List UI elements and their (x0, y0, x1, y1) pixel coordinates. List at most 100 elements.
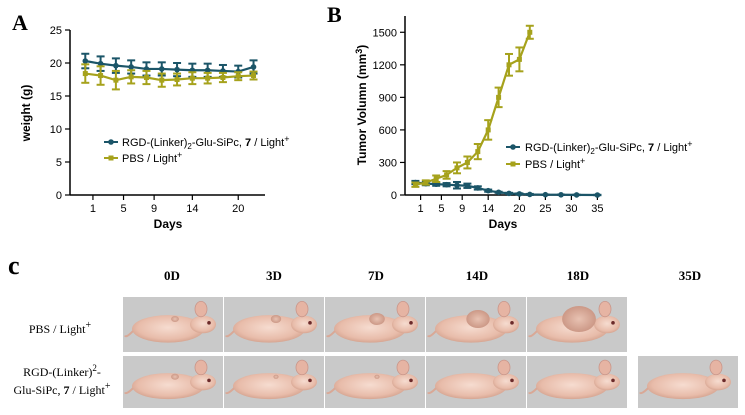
mouse-tail (326, 330, 336, 338)
data-point (82, 58, 89, 64)
mouse-ear (194, 300, 208, 318)
series-line-pbs (85, 72, 254, 82)
tumor (273, 374, 279, 379)
mouse-photo (123, 297, 223, 352)
data-point (506, 62, 512, 68)
mouse-eye (308, 321, 312, 325)
x-tick-label: 9 (151, 203, 157, 215)
data-point (527, 191, 533, 198)
data-point (128, 74, 134, 80)
mouse-body (233, 315, 305, 343)
data-point (475, 185, 481, 191)
y-tick-label: 300 (379, 157, 397, 169)
data-point (423, 180, 429, 186)
data-point (143, 75, 149, 81)
mouse-head (493, 373, 519, 391)
data-point (412, 182, 418, 188)
x-tick-label: 14 (482, 203, 494, 215)
data-point (97, 60, 104, 67)
data-point (496, 94, 502, 100)
data-point (573, 192, 580, 198)
data-point (174, 77, 180, 82)
mouse-tail (639, 387, 649, 395)
y-tick-label: 20 (50, 58, 62, 70)
tumor (171, 316, 179, 322)
series-line-rgd (85, 59, 254, 73)
legend-b-rgd-marker (510, 144, 516, 150)
mouse-photo (426, 356, 526, 408)
mouse-body (132, 373, 204, 400)
mouse-photo (426, 297, 526, 352)
day-header-14d: 14D (466, 268, 488, 283)
mouse-photos (123, 297, 738, 408)
mouse-ear (598, 359, 612, 376)
mouse-head (291, 373, 317, 391)
mouse-photo (123, 356, 223, 408)
mouse-ear (295, 300, 309, 318)
data-point (189, 75, 195, 81)
legend-b-rgd-label: RGD-(Linker)2-Glu-SiPc, 7 / Light+ (525, 139, 692, 156)
mouse-head (190, 315, 216, 334)
tumor (171, 373, 179, 380)
data-point (204, 67, 211, 74)
data-point (542, 191, 549, 198)
data-point (251, 73, 257, 79)
x-tick-label: 30 (565, 203, 577, 215)
mouse-ear (396, 300, 410, 318)
mouse-tail (225, 330, 235, 338)
mouse-head (594, 315, 620, 334)
data-point (485, 127, 491, 133)
weight-x-label: Days (154, 217, 183, 231)
data-point (558, 191, 564, 198)
tumor-x-label: Days (489, 217, 518, 231)
mouse-head (705, 373, 731, 391)
data-point (594, 192, 601, 198)
data-point (516, 191, 523, 197)
data-point (454, 165, 460, 171)
legend-pbs-label: PBS / Light+ (122, 150, 182, 165)
data-point (98, 73, 104, 79)
mouse-photo (325, 297, 425, 352)
mouse-ear (396, 359, 410, 376)
y-tick-label: 1200 (373, 60, 397, 72)
weight-x-ticks: 1 5 9 14 20 (90, 195, 244, 215)
series-pbs (81, 63, 258, 91)
y-tick-label: 15 (50, 91, 62, 103)
data-point (454, 182, 460, 189)
mouse-tail (528, 387, 538, 395)
row-label-pbs: PBS / Light+ (29, 320, 92, 336)
weight-y-ticks: 0 5 10 15 20 25 (50, 25, 70, 202)
mouse-body (435, 373, 507, 400)
data-point (506, 190, 512, 197)
mouse-tail (225, 387, 235, 395)
legend-rgd-label: RGD-(Linker)2-Glu-SiPc, 7 / Light+ (122, 134, 289, 151)
mouse-body (334, 373, 406, 400)
x-tick-label: 1 (90, 203, 96, 215)
x-tick-label: 20 (232, 203, 244, 215)
y-tick-label: 0 (56, 190, 62, 202)
y-tick-label: 5 (56, 157, 62, 169)
mouse-tail (528, 330, 538, 338)
data-point (444, 172, 450, 178)
data-point (158, 66, 165, 72)
data-point (495, 189, 502, 196)
mouse-tail (427, 387, 437, 395)
mouse-photo (638, 356, 738, 408)
mouse-eye (510, 321, 514, 325)
data-point (433, 176, 439, 182)
series-line-rgd (415, 181, 598, 197)
data-point (250, 64, 257, 70)
mouse-head (392, 315, 418, 334)
mouse-photo (325, 356, 425, 408)
mouse-eye (308, 378, 312, 383)
mouse-body (233, 373, 305, 400)
mouse-eye (207, 321, 211, 325)
legend-b-pbs-marker (510, 161, 516, 167)
data-point (113, 62, 119, 69)
series-rgd (81, 52, 258, 79)
tumor-series (411, 24, 602, 198)
data-point (220, 75, 226, 81)
x-tick-label: 14 (186, 203, 198, 215)
mouse-eye (611, 321, 615, 325)
